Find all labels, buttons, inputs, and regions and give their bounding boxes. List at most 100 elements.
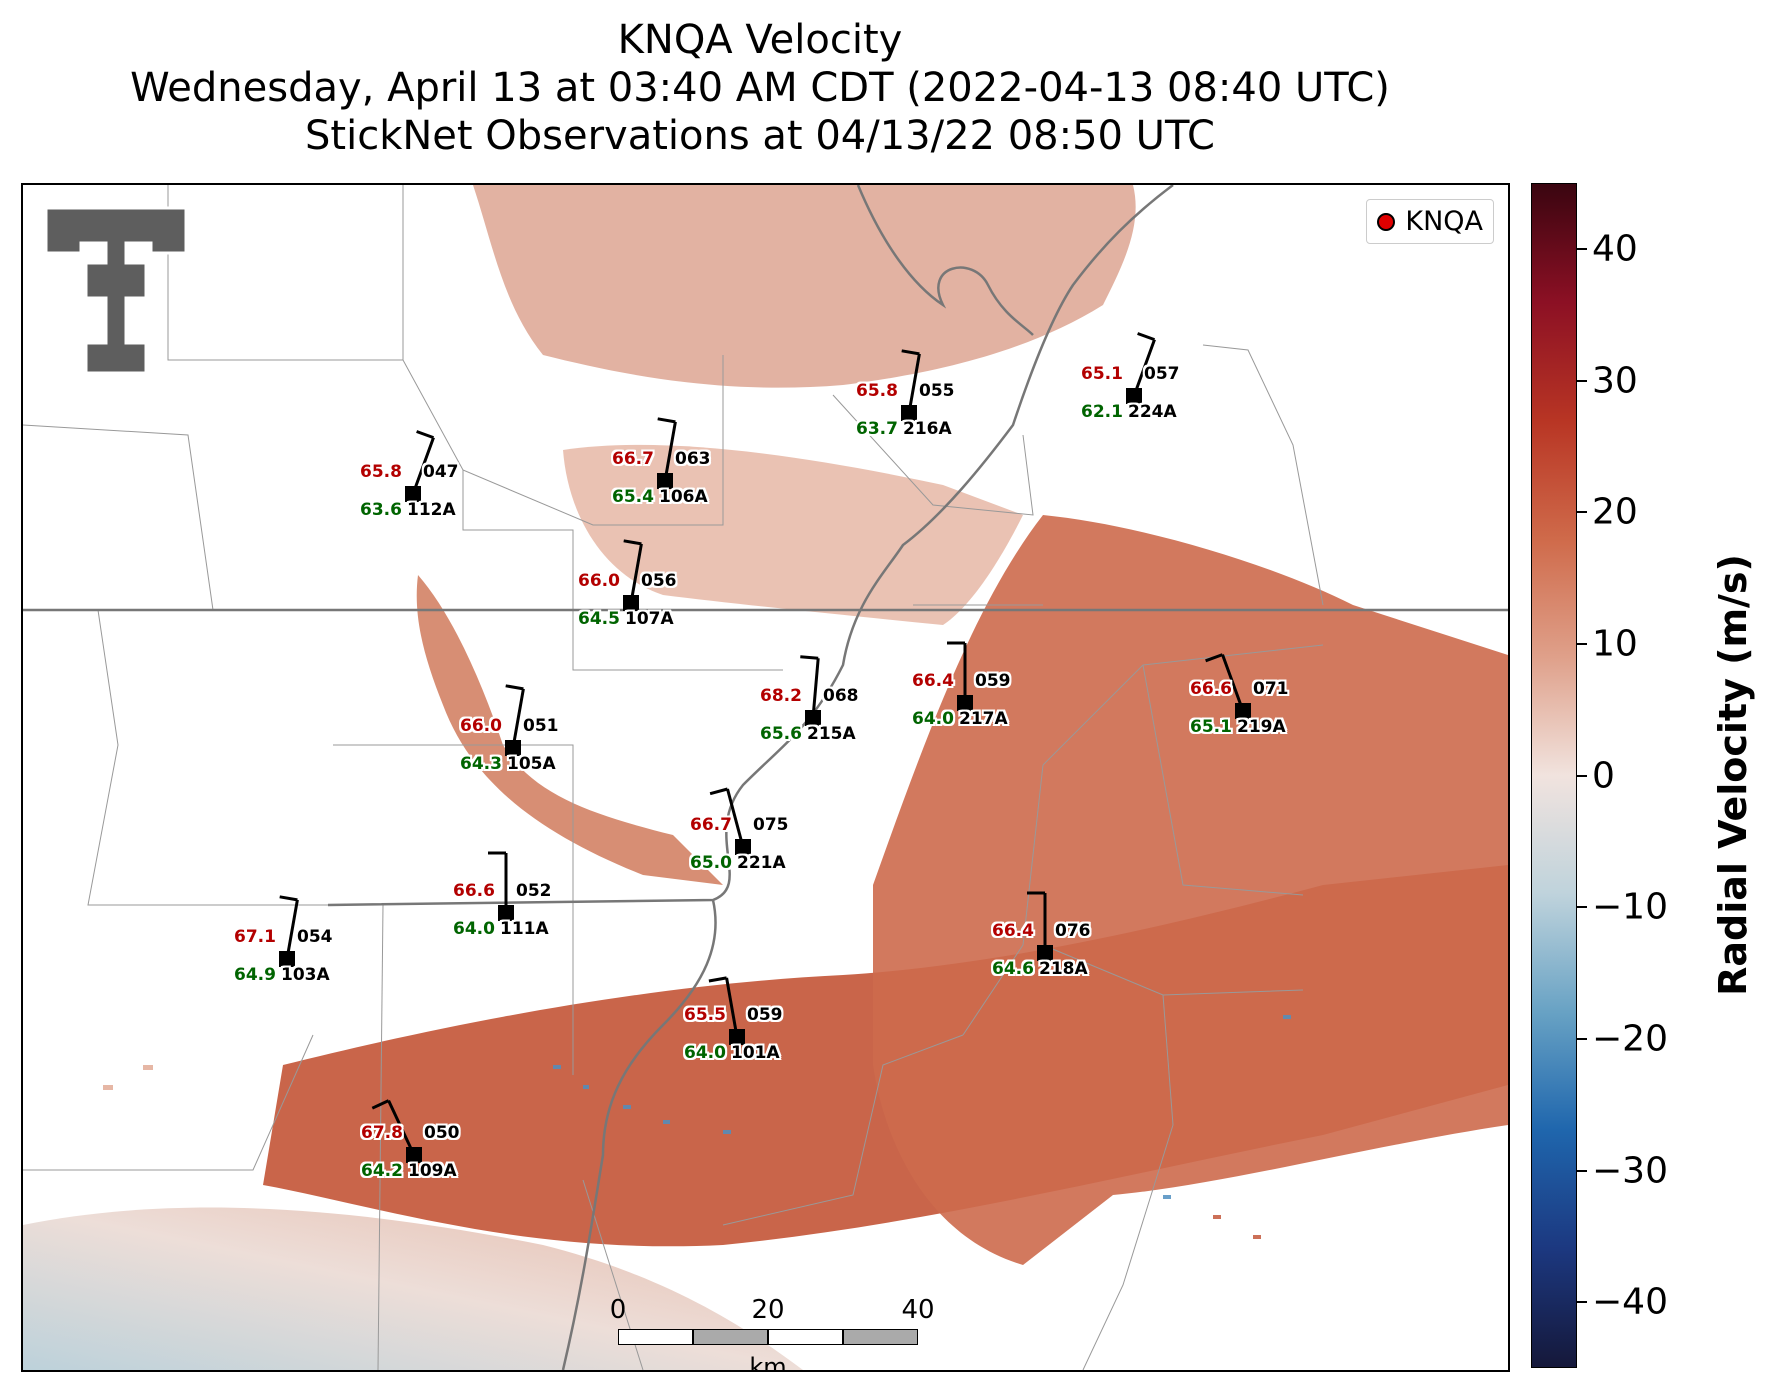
station-marker [623, 595, 639, 611]
station-dewpoint: 65.4 [612, 487, 654, 507]
radar-site-marker-icon [1377, 212, 1396, 231]
station-pressure-code: 075 [753, 815, 789, 835]
station-marker [1126, 388, 1142, 404]
scattered-returns [103, 1015, 1291, 1239]
station-temperature: 66.6 [1190, 679, 1232, 699]
wind-barb-icon [1027, 891, 1047, 953]
station-marker [735, 839, 751, 855]
station-temperature: 65.8 [360, 462, 402, 482]
station-temperature: 66.7 [690, 815, 732, 835]
station-probe-id: 111A [500, 919, 549, 939]
station-temperature: 66.4 [912, 671, 954, 691]
scale-segment [618, 1329, 693, 1345]
station-dewpoint: 64.5 [578, 609, 620, 629]
county-boundaries [23, 185, 1324, 1370]
station-pressure-code: 059 [747, 1005, 783, 1025]
wind-barb-icon [411, 430, 435, 495]
map-title-line2: Wednesday, April 13 at 03:40 AM CDT (202… [130, 65, 1390, 111]
scale-label-0: 0 [609, 1295, 627, 1325]
texas-tech-double-t-logo [41, 203, 191, 378]
colorbar-title: Radial Velocity (m/s) [1711, 554, 1755, 996]
wind-barb-icon [371, 1099, 416, 1156]
station-pressure-code: 056 [641, 571, 677, 591]
station-pressure-code: 050 [424, 1123, 460, 1143]
station-temperature: 66.0 [578, 571, 620, 591]
station-temperature: 67.8 [361, 1123, 403, 1143]
radar-velocity-field [23, 185, 1508, 1370]
station-dewpoint: 64.0 [684, 1043, 726, 1063]
colorbar-tick-mark [1577, 642, 1587, 645]
colorbar-tick-label: −40 [1592, 1281, 1668, 1323]
station-probe-id: 103A [281, 965, 330, 985]
wind-barb-icon [1132, 332, 1156, 397]
station-dewpoint: 63.6 [360, 500, 402, 520]
wind-barb-icon [708, 976, 739, 1038]
colorbar-tick-label: 40 [1592, 228, 1638, 270]
station-dewpoint: 63.7 [856, 419, 898, 439]
station-pressure-code: 076 [1055, 921, 1091, 941]
station-dewpoint: 64.3 [460, 754, 502, 774]
velocity-echo-central [563, 444, 1023, 625]
wind-barb-icon [709, 787, 745, 848]
station-marker [1235, 703, 1251, 719]
station-marker [505, 740, 521, 756]
scale-segment [693, 1329, 768, 1345]
station-temperature: 66.0 [460, 716, 502, 736]
wind-barb-icon [623, 539, 643, 604]
station-pressure-code: 054 [297, 927, 333, 947]
station-pressure-code: 052 [516, 881, 552, 901]
wind-barb-icon [279, 895, 299, 960]
station-probe-id: 112A [407, 500, 456, 520]
station-marker [279, 951, 295, 967]
station-pressure-code: 071 [1253, 679, 1289, 699]
scale-unit: km [749, 1353, 787, 1372]
station-marker [405, 486, 421, 502]
wind-barb-icon [947, 641, 967, 703]
wind-barb-icon [1205, 653, 1245, 712]
station-dewpoint: 64.0 [453, 919, 495, 939]
station-marker [901, 405, 917, 421]
station-pressure-code: 059 [975, 671, 1011, 691]
velocity-echo-east [873, 515, 1508, 1265]
station-marker [657, 473, 673, 489]
radar-map[interactable]: KNQA 65.8 63.6 047 112A 66.7 65.4 063 106A 65.8 6… [21, 183, 1510, 1372]
station-probe-id: 224A [1128, 402, 1177, 422]
velocity-echo-west-band [416, 575, 723, 885]
station-dewpoint: 64.9 [234, 965, 276, 985]
scale-label-20: 20 [751, 1295, 785, 1325]
colorbar-tick-label: 10 [1592, 623, 1638, 665]
station-marker [498, 905, 514, 921]
station-temperature: 66.6 [453, 881, 495, 901]
station-temperature: 68.2 [760, 686, 802, 706]
station-probe-id: 101A [731, 1043, 780, 1063]
station-marker [957, 695, 973, 711]
station-dewpoint: 64.2 [361, 1161, 403, 1181]
colorbar-tick-label: −10 [1592, 886, 1668, 928]
wind-barb-icon [901, 349, 921, 414]
station-probe-id: 107A [625, 609, 674, 629]
colorbar-tick-mark [1577, 1169, 1587, 1172]
station-temperature: 66.7 [612, 449, 654, 469]
station-dewpoint: 65.0 [690, 853, 732, 873]
station-probe-id: 215A [807, 724, 856, 744]
velocity-echo-north [473, 185, 1136, 388]
station-probe-id: 221A [737, 853, 786, 873]
wind-barb-icon [488, 851, 508, 913]
station-pressure-code: 047 [423, 462, 459, 482]
station-pressure-code: 055 [919, 381, 955, 401]
colorbar-tick-mark [1577, 511, 1587, 514]
station-probe-id: 216A [903, 419, 952, 439]
station-marker [729, 1029, 745, 1045]
wind-barb-icon [505, 684, 525, 749]
station-pressure-code: 063 [675, 449, 711, 469]
station-dewpoint: 62.1 [1081, 402, 1123, 422]
station-marker [406, 1147, 422, 1163]
scale-label-40: 40 [901, 1295, 935, 1325]
station-dewpoint: 65.6 [760, 724, 802, 744]
map-title-line1: KNQA Velocity [617, 17, 903, 63]
station-temperature: 65.5 [684, 1005, 726, 1025]
station-probe-id: 218A [1039, 959, 1088, 979]
station-temperature: 67.1 [234, 927, 276, 947]
station-pressure-code: 051 [523, 716, 559, 736]
station-probe-id: 106A [659, 487, 708, 507]
